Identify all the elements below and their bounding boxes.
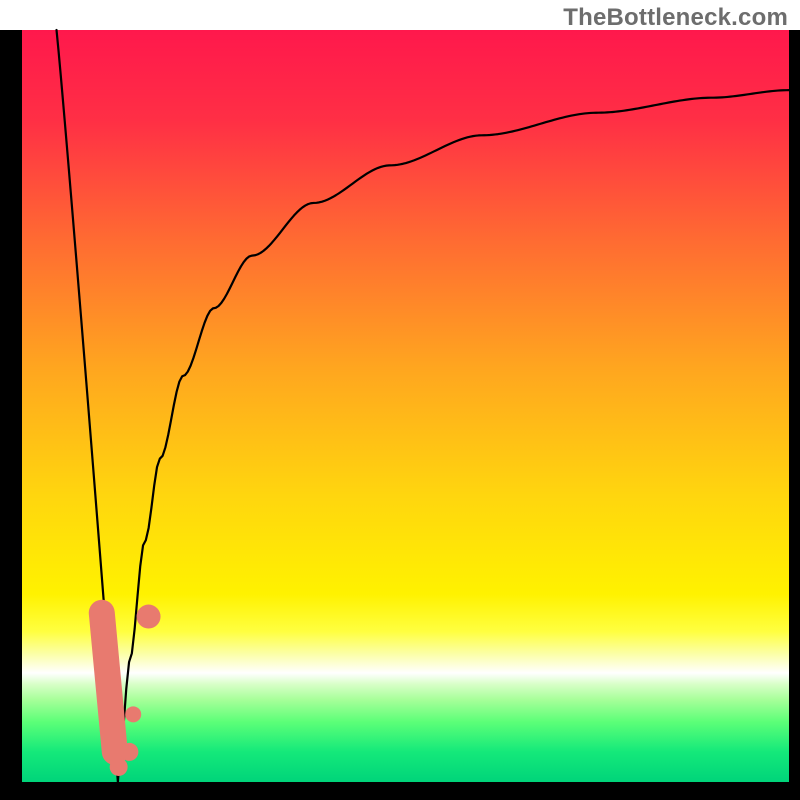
marker-dot — [125, 706, 141, 722]
marker-dot — [120, 743, 138, 761]
chart-svg — [0, 0, 800, 800]
marker-dot — [110, 758, 128, 776]
marker-dot — [137, 605, 161, 629]
bottleneck-chart: TheBottleneck.com — [0, 0, 800, 800]
marker-pill — [102, 613, 115, 752]
watermark-text: TheBottleneck.com — [563, 4, 788, 32]
plot-background — [22, 30, 789, 782]
